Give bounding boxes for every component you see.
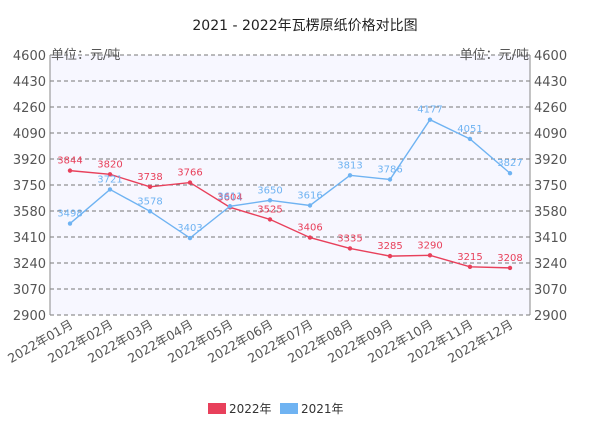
x-axis-ticks: 2022年01月2022年02月2022年03月2022年04月2022年05月… xyxy=(5,317,515,366)
data-point xyxy=(387,177,393,182)
legend-swatch xyxy=(280,403,298,414)
data-label: 3738 xyxy=(137,172,162,183)
y-tick-label-left: 4260 xyxy=(13,101,46,116)
chart-title: 2021 - 2022年瓦楞原纸价格对比图 xyxy=(192,18,417,34)
data-point xyxy=(427,253,433,258)
y-tick-label-right: 3410 xyxy=(534,231,567,246)
series-2022: 3844 3820 3738 3766 3604 3525 3406 3335 3285 3290… xyxy=(57,156,523,271)
legend: 2022年 2021年 xyxy=(208,402,344,416)
data-point xyxy=(187,180,193,185)
data-label: 3290 xyxy=(417,240,442,251)
data-point xyxy=(307,203,313,208)
legend-label: 2021年 xyxy=(301,402,344,416)
data-label: 3335 xyxy=(337,233,362,244)
data-label: 3604 xyxy=(217,192,242,203)
data-point xyxy=(467,136,473,142)
data-point xyxy=(347,246,353,251)
y-tick-label-left: 3240 xyxy=(13,257,46,272)
y-tick-label-left: 3920 xyxy=(13,153,46,168)
data-point xyxy=(507,265,513,271)
data-point xyxy=(427,117,433,122)
y-tick-label-right: 3920 xyxy=(534,153,567,168)
data-point xyxy=(67,168,73,173)
unit-label-left: 单位：元/吨 xyxy=(51,48,120,63)
unit-label-right: 单位：元/吨 xyxy=(460,48,529,63)
data-label: 3844 xyxy=(57,156,82,167)
y-tick-label-right: 4600 xyxy=(534,49,567,64)
legend-swatch xyxy=(208,403,226,414)
data-label: 3578 xyxy=(137,196,162,207)
y-tick-label-right: 3070 xyxy=(534,283,567,298)
series-2021: 3498 3721 3578 3403 3611 3650 3616 3813 3786 4177… xyxy=(57,105,523,241)
y-tick-label-left: 4090 xyxy=(13,127,46,142)
data-point xyxy=(267,217,273,222)
data-point xyxy=(147,184,153,190)
data-label: 3650 xyxy=(257,185,282,196)
y-tick-label-left: 2900 xyxy=(13,309,46,324)
data-label: 3827 xyxy=(497,158,522,169)
y-tick-label-right: 3580 xyxy=(534,205,567,220)
data-point xyxy=(227,204,233,209)
y-tick-label-left: 3070 xyxy=(13,283,46,298)
data-label: 3611 xyxy=(217,191,242,202)
data-label: 4051 xyxy=(457,124,482,135)
y-tick-label-right: 4090 xyxy=(534,127,567,142)
data-label: 3766 xyxy=(177,168,202,179)
data-point xyxy=(147,209,153,214)
data-label: 3813 xyxy=(337,160,362,171)
data-label: 3498 xyxy=(57,209,82,220)
data-point xyxy=(507,171,513,176)
data-label: 3406 xyxy=(297,223,322,234)
data-label: 3208 xyxy=(497,253,522,264)
data-label: 3403 xyxy=(177,223,202,234)
y-tick-label-right: 2900 xyxy=(534,309,567,324)
grid-lines xyxy=(50,54,530,316)
y-tick-label-right: 4260 xyxy=(534,101,567,116)
y-tick-label-right: 4430 xyxy=(534,75,567,90)
data-point xyxy=(107,172,113,177)
data-label: 3820 xyxy=(97,159,122,170)
y-tick-label-right: 3750 xyxy=(534,179,567,194)
data-point xyxy=(267,198,273,203)
data-label: 3786 xyxy=(377,164,402,175)
y-axis-right-ticks: 2900 3070 3240 3410 3580 3750 3920 4090 4260 4430… xyxy=(534,49,567,324)
data-point xyxy=(387,253,393,259)
series-line xyxy=(69,118,511,239)
series-line xyxy=(69,169,511,269)
data-label: 3616 xyxy=(297,190,322,201)
data-label: 3215 xyxy=(457,252,482,263)
legend-label: 2022年 xyxy=(229,402,272,416)
data-point xyxy=(187,235,193,241)
series-group: 3844 3820 3738 3766 3604 3525 3406 3335 3285 3290… xyxy=(57,105,523,271)
data-point xyxy=(67,221,73,226)
y-axis-left-ticks: 2900 3070 3240 3410 3580 3750 3920 4090 4260 4430… xyxy=(13,49,46,324)
data-label: 3285 xyxy=(377,241,402,252)
y-tick-label-left: 3750 xyxy=(13,179,46,194)
data-label: 3525 xyxy=(257,204,282,215)
data-point xyxy=(307,235,313,240)
data-point xyxy=(107,187,113,192)
data-point xyxy=(347,173,353,178)
y-tick-label-left: 3410 xyxy=(13,231,46,246)
y-tick-label-left: 3580 xyxy=(13,205,46,220)
y-tick-label-left: 4430 xyxy=(13,75,46,90)
y-tick-label-left: 4600 xyxy=(13,49,46,64)
data-label: 3721 xyxy=(97,174,122,185)
y-tick-label-right: 3240 xyxy=(534,257,567,272)
data-point xyxy=(467,264,473,270)
data-label: 4177 xyxy=(417,105,442,116)
